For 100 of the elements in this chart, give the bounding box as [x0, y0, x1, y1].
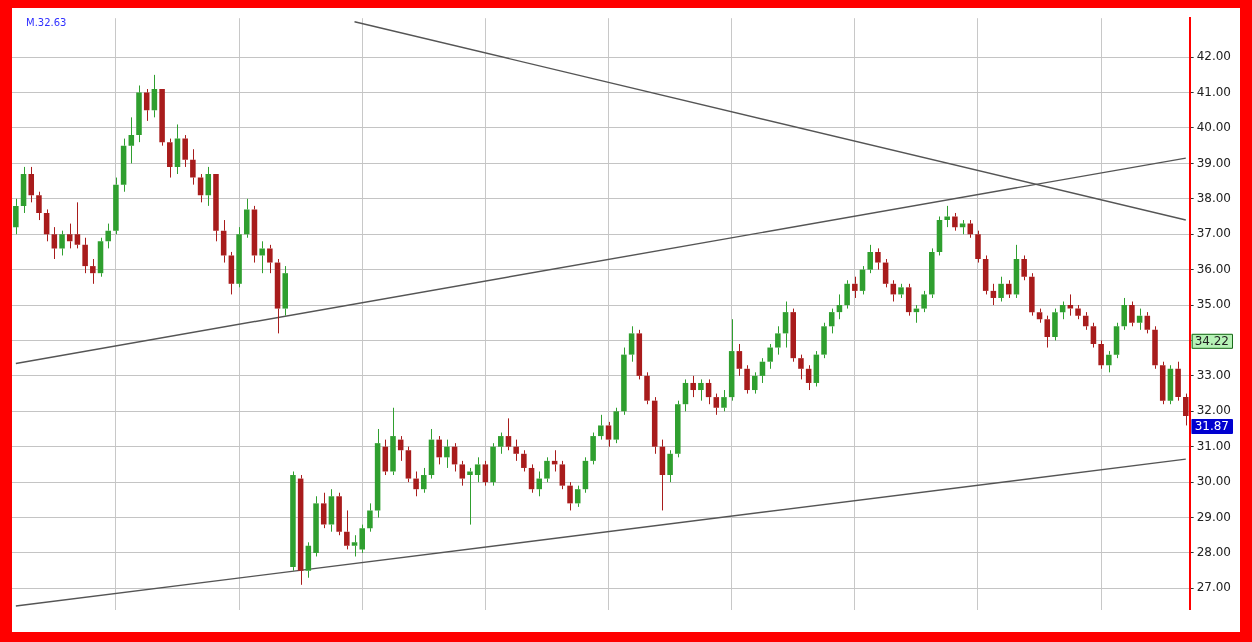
y-tick-label: 27.00 [1196, 580, 1232, 595]
candlestick [1106, 350, 1112, 373]
candlestick [182, 134, 188, 168]
candlestick [1006, 279, 1012, 299]
candlestick [667, 449, 673, 483]
candlestick [975, 230, 981, 264]
candlestick [228, 251, 235, 295]
candlestick [20, 166, 27, 214]
candlestick [875, 247, 881, 271]
y-tick-label: 30.00 [1196, 474, 1232, 489]
candlestick [751, 371, 758, 395]
y-tick-label: 33.00 [1196, 368, 1232, 382]
candlestick [567, 481, 573, 511]
candlestick [213, 174, 219, 242]
candlestick [1167, 364, 1174, 405]
y-tick-label: 32.00 [1196, 403, 1232, 418]
candlestick [13, 198, 19, 235]
candlestick [1152, 325, 1158, 370]
candlestick [998, 276, 1004, 303]
candlestick [621, 347, 627, 416]
candlestick [367, 502, 373, 533]
candlestick [282, 265, 289, 317]
y-tick-label: 36.00 [1196, 261, 1232, 276]
candlestick [944, 205, 950, 228]
candlestick [574, 485, 581, 508]
y-tick-label: 35.00 [1196, 297, 1232, 312]
candlestick [690, 375, 696, 398]
candlestick [497, 432, 504, 455]
y-tick-label: 38.00 [1196, 190, 1232, 205]
candlestick [274, 258, 281, 334]
candlestick [628, 325, 635, 363]
candlestick [305, 541, 312, 579]
candlestick [990, 283, 997, 306]
candlestick [828, 308, 835, 334]
candlestick [713, 393, 720, 416]
candlestick [313, 495, 319, 557]
candlestick [82, 237, 88, 274]
candlestick [505, 417, 512, 451]
candlestick [744, 364, 750, 395]
candlestick [798, 354, 804, 380]
candlestick [982, 254, 989, 295]
candlestick [290, 470, 296, 572]
candlestick [521, 449, 527, 472]
candlestick [775, 325, 781, 356]
y-tick-label: 37.00 [1196, 226, 1232, 241]
candlestick [898, 283, 904, 299]
candlestick [243, 198, 250, 239]
candlestick [159, 89, 165, 147]
y-tick-label: 40.00 [1196, 120, 1232, 135]
candlestick [474, 456, 481, 483]
candlestick [1121, 297, 1127, 331]
candlestick [952, 212, 958, 232]
candlestick [1098, 339, 1104, 370]
candlestick [905, 283, 912, 317]
candlestick [390, 407, 396, 476]
candlestick [852, 276, 858, 299]
candlestick [1067, 293, 1074, 317]
candlestick [297, 474, 304, 586]
candlestick [1183, 393, 1189, 426]
candlestick [728, 318, 735, 402]
text: 34.22 [1194, 333, 1230, 348]
candlestick [120, 138, 127, 193]
candlestick [259, 240, 265, 274]
candlestick [190, 148, 196, 186]
candlestick [351, 534, 358, 557]
candlestick [28, 166, 35, 203]
candlestick [544, 456, 550, 483]
candlestick [490, 442, 496, 487]
candlestick [344, 509, 350, 550]
candlestick [90, 258, 96, 285]
candlestick [651, 396, 658, 455]
candlestick [436, 435, 442, 465]
candlestick [536, 470, 543, 497]
candlestick [1044, 315, 1051, 349]
candlestick [320, 492, 327, 529]
candlestick [767, 343, 773, 370]
candlestick [328, 488, 335, 533]
candlestick [167, 138, 173, 179]
candlestick [1136, 308, 1143, 331]
y-tick-label: 28.00 [1196, 545, 1232, 560]
candlestick [444, 439, 450, 469]
y-tick-label: 39.00 [1196, 155, 1232, 170]
candlestick [236, 226, 242, 288]
candlestick [598, 414, 604, 441]
candlestick [267, 244, 273, 274]
y-tick-label: 29.00 [1196, 509, 1232, 524]
candlestick [66, 223, 73, 249]
candlestick [644, 371, 650, 405]
text: 31.87 [1194, 419, 1230, 434]
candlestick [421, 467, 427, 494]
candlestick [97, 237, 104, 278]
candlestick [513, 439, 519, 462]
candlestick [413, 470, 419, 497]
candlestick [790, 308, 797, 363]
candlestick [1029, 272, 1035, 317]
candlestick [1075, 304, 1081, 320]
y-tick-label: 42.00 [1196, 49, 1232, 64]
candlestick [251, 205, 258, 264]
y-tick-label: 31.00 [1196, 438, 1232, 453]
candlestick [736, 343, 743, 377]
